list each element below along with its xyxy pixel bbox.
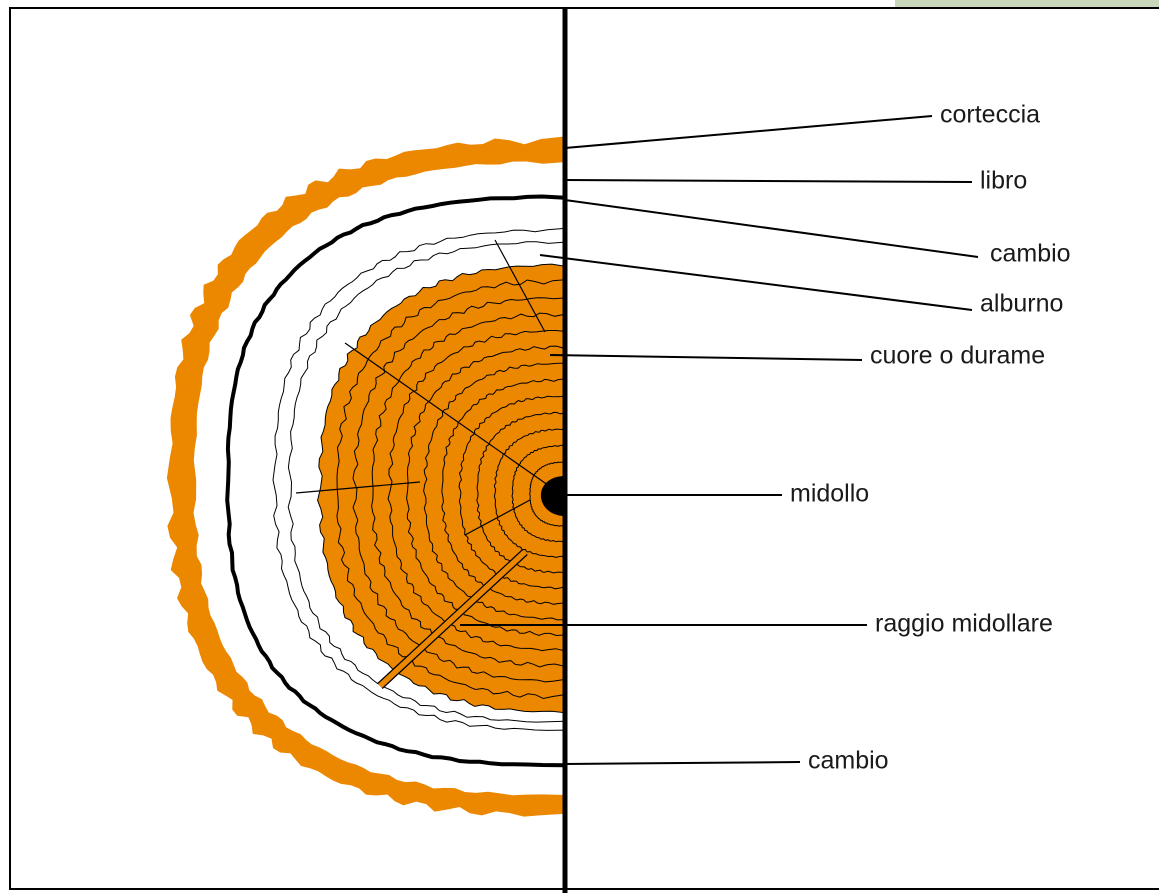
label: midollo [790,480,869,508]
sapwood-ring [272,227,566,731]
leader-line [564,199,979,258]
growth-ring [529,461,566,527]
label: alburno [980,290,1063,318]
cambium [225,194,566,768]
label: libro [980,167,1027,195]
label: cuore o durame [870,342,1045,370]
growth-ring [458,395,566,590]
medullary-ray [378,549,527,689]
label: cambio [990,240,1071,268]
frame [9,7,1159,890]
label: corteccia [940,101,1040,129]
leader-line [564,761,801,765]
pith [540,476,565,516]
growth-ring [493,428,566,559]
leader-line [549,354,863,361]
corner-tab [895,0,1159,8]
growth-ring [511,444,566,543]
cross-section [166,136,566,817]
growth-ring [371,312,566,668]
growth-ring [387,330,566,652]
medullary-ray [344,342,556,491]
leader-line [564,115,933,149]
growth-ring [336,279,566,700]
growth-ring [423,362,566,621]
leader-line [564,179,973,183]
leader-line [539,254,973,311]
label: cambio [808,747,889,775]
medullary-ray [295,481,421,494]
growth-ring [406,345,566,637]
sapwood-ring [287,241,566,723]
growth-ring [441,378,566,605]
label: raggio midollare [875,610,1053,638]
medullary-ray [494,239,546,333]
medullary-ray [464,499,531,536]
growth-ring [352,297,566,683]
